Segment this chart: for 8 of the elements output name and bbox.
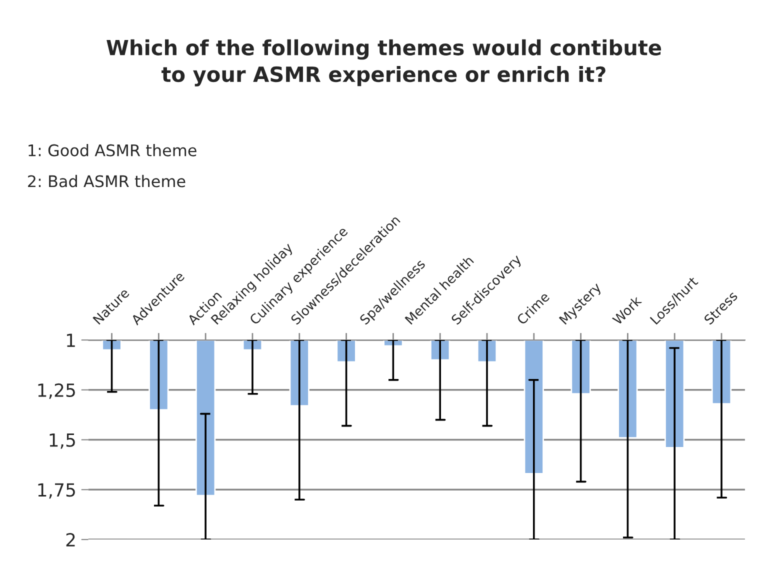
text: 2: Bad ASMR theme — [28, 174, 186, 188]
y-tick-label: 1,5 — [50, 433, 75, 449]
y-tick-label: 1,25 — [38, 383, 75, 399]
y-tick-label: 2 — [66, 532, 75, 546]
y-tick-label: 1 — [67, 334, 75, 347]
text: 1: Good ASMR theme — [28, 144, 196, 156]
chart-title: Which of the following themes would contibute to your ASMR experience or enrich it? — [106, 39, 662, 86]
y-tick-label: 1,75 — [38, 483, 75, 499]
